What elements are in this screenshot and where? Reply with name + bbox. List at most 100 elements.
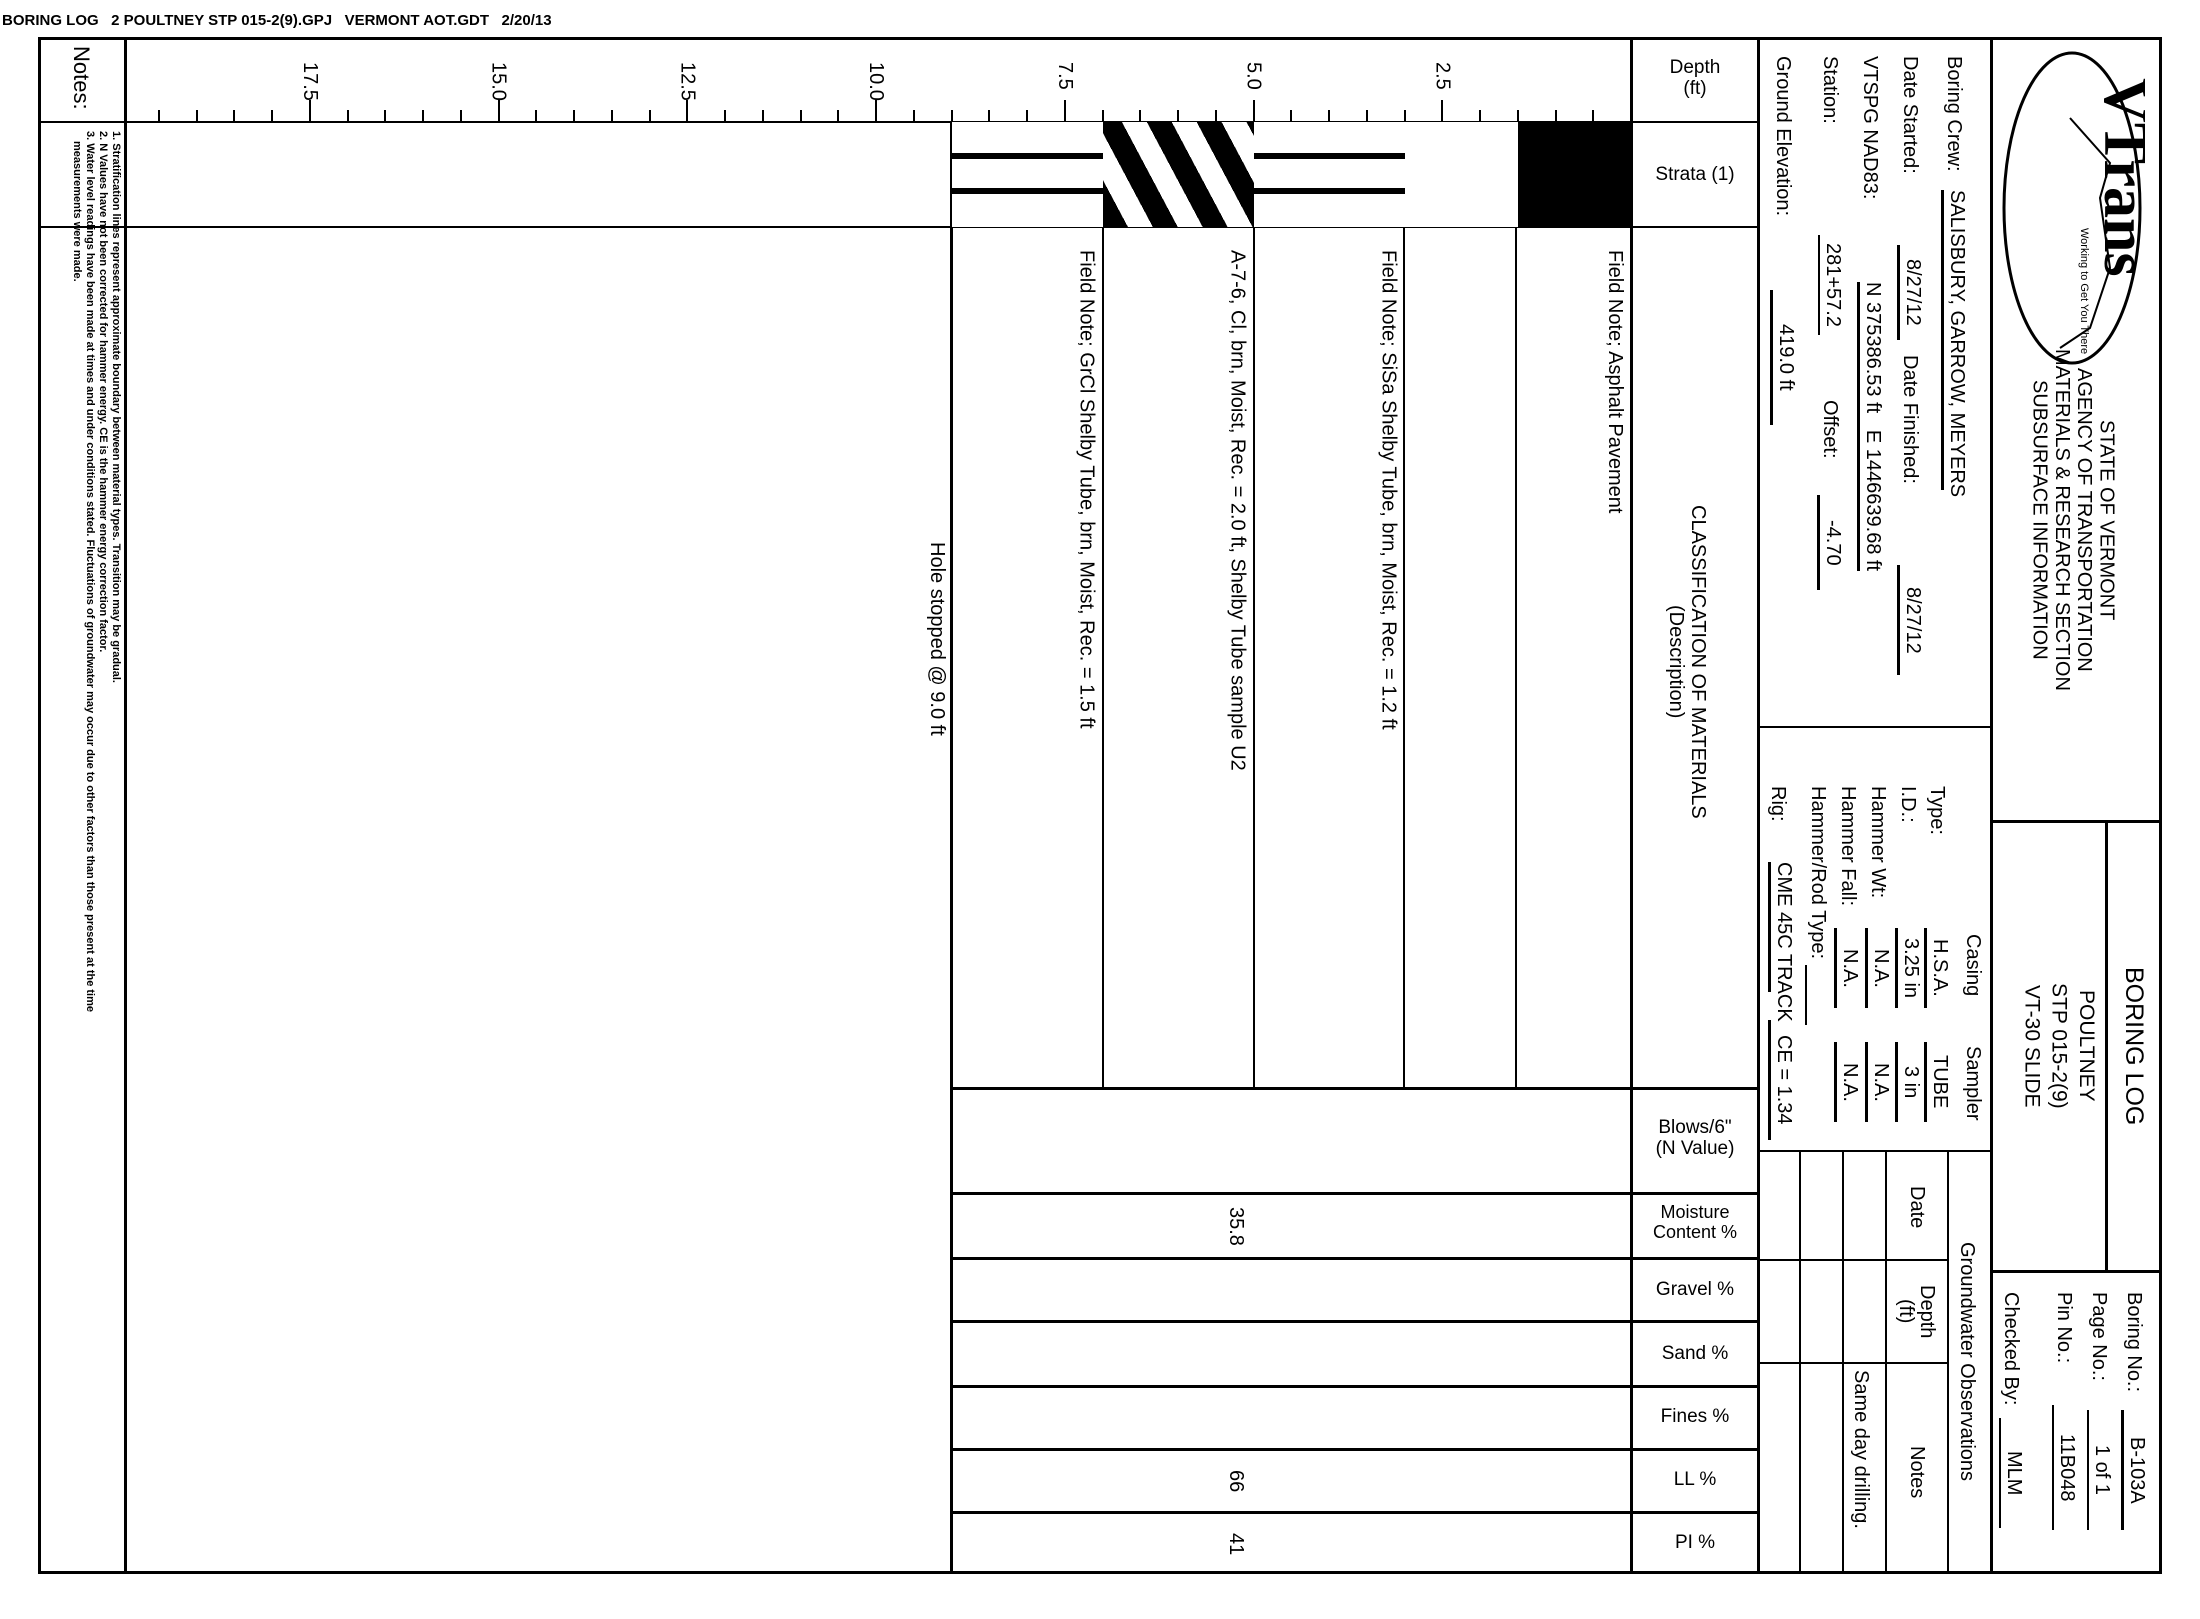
divider [950, 1192, 1758, 1195]
depth-tick-label: 12.5 [676, 62, 699, 101]
type-casing: H.S.A. [1924, 928, 1951, 1008]
ce-value: CE = 1.34 [1768, 1020, 1795, 1140]
minor-tick [1554, 110, 1557, 122]
minor-tick [1290, 110, 1293, 122]
divider [1758, 726, 1991, 728]
divider [1991, 1270, 2162, 1273]
hammer-fall-label: Hammer Fall: [1837, 786, 1859, 907]
date-finished-label: Date Finished: [1899, 355, 1921, 484]
note-4: measurements were made. [71, 141, 83, 282]
depth-tick-label: 5.0 [1242, 62, 1265, 90]
minor-tick [459, 110, 462, 122]
minor-tick [271, 110, 273, 122]
ground-elev-value: 419.0 ft [1770, 290, 1797, 425]
depth-header: Depth (ft) [1633, 57, 1757, 100]
depth-tick-label: 7.5 [1053, 62, 1076, 90]
moisture-line2: Content % [1652, 1221, 1738, 1242]
moisture-value: 35.8 [1225, 1207, 1247, 1246]
sand-label: Sand % [1661, 1343, 1729, 1364]
state-agency-block: STATE OF VERMONT AGENCY OF TRANSPORTATIO… [2028, 300, 2118, 740]
major-tick [875, 100, 877, 122]
hammer-wt-label: Hammer Wt: [1867, 786, 1889, 899]
casing-header: Casing [1962, 934, 1984, 997]
minor-tick [950, 110, 953, 122]
minor-tick [573, 110, 575, 122]
project-name: POULTNEY [2074, 990, 2098, 1102]
doc-title: BORING LOG [2120, 966, 2148, 1126]
divider [2105, 821, 2108, 1271]
id-sampler: 3 in [1895, 1042, 1922, 1122]
major-tick [308, 100, 311, 122]
divider [950, 1448, 1758, 1451]
divider [1758, 1150, 1991, 1152]
rig-value: CME 45C TRACK [1768, 862, 1795, 1022]
state-line-3: MATERIALS & RESEARCH SECTION [2050, 349, 2073, 691]
minor-tick [384, 110, 387, 122]
minor-tick [1479, 110, 1481, 122]
divider [1758, 1259, 1948, 1261]
minor-tick [799, 110, 802, 122]
page-no-label: Page No.: [2088, 1292, 2110, 1381]
checked-by-label: Checked By: [2000, 1292, 2022, 1406]
divider [950, 1511, 1758, 1514]
gw-note-1: Same day drilling. [1850, 1370, 1872, 1529]
stratum-horizontal-lines [1253, 122, 1405, 227]
stratum-solid-black [1517, 122, 1631, 227]
minor-tick [648, 110, 651, 122]
vtspg-label: VTSPG NAD83: [1859, 56, 1881, 200]
divider [1102, 122, 1104, 1088]
minor-tick [195, 110, 198, 122]
divider [38, 226, 1758, 228]
gw-depth-line2: (ft) [1895, 1299, 1917, 1324]
state-line-1: STATE OF VERMONT [2095, 419, 2118, 621]
logo-text: VTrans [2091, 78, 2145, 277]
note-2: 2. N Values have not been corrected for … [97, 131, 109, 653]
minor-tick [1177, 110, 1179, 122]
boring-crew-value: SALISBURY, GARROW, MEYERS [1941, 190, 1968, 497]
major-tick [1252, 100, 1255, 122]
pi-value: 41 [1225, 1533, 1247, 1556]
divider [1991, 820, 2162, 823]
strata-label: Strata (1) [1655, 164, 1735, 185]
divider [950, 1257, 1758, 1260]
material-description: Field Note; GrCl Shelby Tube, brn, Moist… [1075, 250, 1098, 729]
minor-tick [761, 110, 764, 122]
ground-elev-label: Ground Elevation: [1772, 56, 1794, 217]
divider [1403, 122, 1405, 1088]
pin-no-value: 11B048 [2052, 1405, 2078, 1530]
logo-mountain [2059, 117, 2112, 349]
boring-no-value: B-103A [2121, 1410, 2148, 1530]
id-casing: 3.25 in [1895, 928, 1922, 1008]
minor-tick [1214, 110, 1217, 122]
gw-depth-line1: Depth [1916, 1285, 1938, 1339]
minor-tick [1101, 110, 1104, 122]
blows-label: Blows/6" (N Value) [1633, 1117, 1757, 1160]
pi-label: PI % [1674, 1532, 1716, 1553]
hammer-rod-blank [1805, 965, 1810, 1025]
minor-tick [837, 110, 840, 122]
major-tick [1441, 100, 1444, 122]
minor-tick [1139, 110, 1142, 122]
hammer-fall-casing: N.A. [1834, 928, 1861, 1008]
station-value: 281+57.2 [1818, 235, 1844, 335]
boring-no-label: Boring No.: [2123, 1292, 2145, 1393]
depth-tick-label: 15.0 [487, 62, 510, 101]
hammer-rod-label: Hammer/Rod Type: [1807, 786, 1829, 960]
gw-notes-header: Notes [1906, 1446, 1928, 1499]
checked-by-value: MLM [1999, 1418, 2025, 1528]
stratum-blank [1404, 122, 1518, 227]
minor-tick [1592, 110, 1595, 122]
classification-label: CLASSIFICATION OF MATERIALS (Description… [1665, 505, 1709, 819]
hammer-wt-sampler: N.A. [1865, 1042, 1892, 1122]
minor-tick [535, 110, 538, 122]
depth-tick-label: 17.5 [298, 62, 321, 101]
depth-header-line1: Depth [1669, 57, 1721, 78]
material-description: A-7-6, Cl, brn, Moist, Rec. = 2.0 ft, Sh… [1226, 250, 1249, 771]
file-header-line: BORING LOG 2 POULTNEY STP 015-2(9).GPJ V… [2, 12, 552, 29]
gw-date-header: Date [1906, 1186, 1928, 1229]
major-tick [686, 100, 689, 122]
type-label: Type: [1926, 786, 1948, 835]
stratum-diagonal-hatch [1102, 122, 1254, 227]
date-started-label: Date Started: [1899, 56, 1921, 174]
id-label: I.D.: [1897, 786, 1919, 823]
